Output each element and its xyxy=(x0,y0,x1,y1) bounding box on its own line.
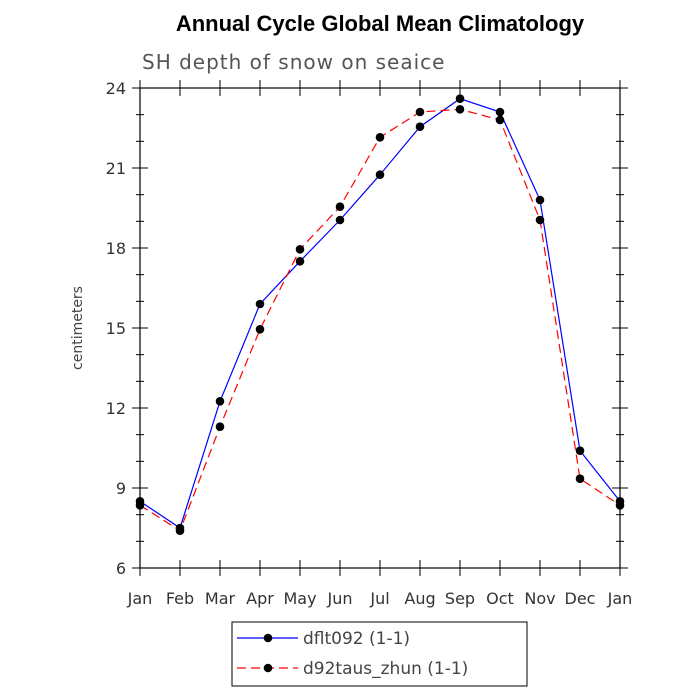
x-tick-label: Jun xyxy=(327,589,353,608)
x-tick-label: Jan xyxy=(127,589,153,608)
data-point xyxy=(295,245,305,254)
chart-title: Annual Cycle Global Mean Climatology xyxy=(176,11,585,36)
data-point xyxy=(295,257,305,266)
data-point xyxy=(455,105,465,114)
data-point xyxy=(535,215,545,225)
data-point xyxy=(415,107,425,117)
data-point xyxy=(535,195,545,205)
y-tick-label: 18 xyxy=(106,239,126,258)
legend: dflt092 (1-1) d92taus_zhun (1-1) xyxy=(231,621,528,687)
x-tick-label: Nov xyxy=(524,589,555,608)
legend-label: dflt092 (1-1) xyxy=(303,629,410,649)
tick-marks: 6 9 12 15 18 21 24 Jan Feb Mar Apr May Jun Jul Aug Sep O… xyxy=(106,79,633,608)
x-tick-label: Aug xyxy=(404,589,435,608)
data-point xyxy=(375,133,385,142)
plot-area xyxy=(139,87,621,569)
data-point xyxy=(615,501,625,510)
y-tick-label: 12 xyxy=(106,399,126,418)
legend-marker xyxy=(263,633,273,643)
x-tick-label: Feb xyxy=(166,589,194,608)
y-tick-label: 6 xyxy=(116,559,126,578)
legend-box xyxy=(231,621,528,687)
x-tick-label: Dec xyxy=(565,589,596,608)
series-line xyxy=(139,98,621,529)
series-1 xyxy=(135,94,625,533)
x-tick-label: May xyxy=(283,589,316,608)
data-point xyxy=(335,215,345,225)
data-point xyxy=(215,397,225,406)
data-point xyxy=(215,422,225,431)
x-tick-label: Oct xyxy=(486,589,514,608)
y-tick-label: 9 xyxy=(116,479,126,498)
data-point xyxy=(415,122,425,131)
data-point xyxy=(575,446,585,455)
data-point xyxy=(495,107,505,117)
series-2 xyxy=(135,105,625,535)
x-tick-label: Jul xyxy=(369,589,389,608)
legend-label: d92taus_zhun (1-1) xyxy=(303,659,468,679)
data-point xyxy=(255,325,265,334)
data-point xyxy=(495,115,505,125)
x-tick-label: Sep xyxy=(445,589,475,608)
y-axis-label: centimeters xyxy=(70,286,86,370)
y-tick-label: 21 xyxy=(106,159,126,178)
x-tick-label: Apr xyxy=(246,589,274,608)
data-point xyxy=(255,299,265,309)
y-tick-label: 15 xyxy=(106,319,126,338)
data-point xyxy=(175,526,185,535)
data-point xyxy=(135,501,145,510)
data-point xyxy=(335,202,345,211)
series-layer xyxy=(135,94,625,535)
data-point xyxy=(575,474,585,483)
chart-subtitle: SH depth of snow on seaice xyxy=(142,50,445,74)
x-tick-label: Jan xyxy=(607,589,633,608)
x-tick-label: Mar xyxy=(205,589,236,608)
data-point xyxy=(455,94,465,103)
y-tick-label: 24 xyxy=(106,79,126,98)
legend-marker xyxy=(263,663,273,673)
data-point xyxy=(375,170,385,179)
